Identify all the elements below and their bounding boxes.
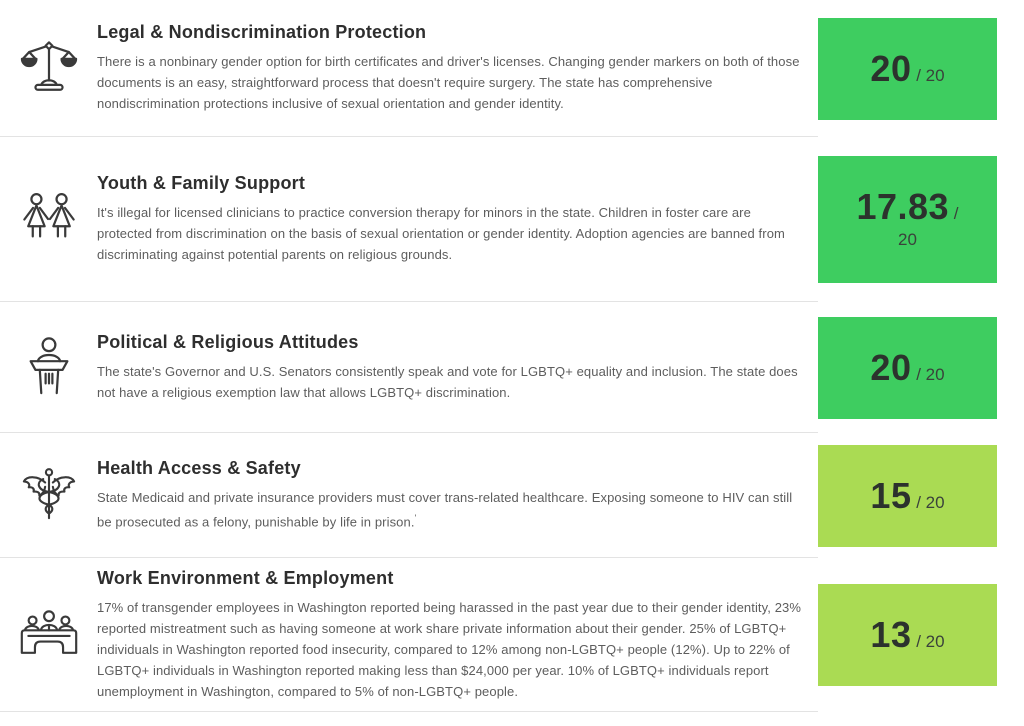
category-description: 17% of transgender employees in Washingt… <box>97 599 802 699</box>
score-box: 13 / 20 <box>818 584 997 686</box>
score-denominator: / 20 <box>916 632 945 651</box>
category-description: The state's Governor and U.S. Senators c… <box>97 363 798 400</box>
category-content: Political & Religious Attitudes The stat… <box>0 302 818 433</box>
category-content: Youth & Family Support It's illegal for … <box>0 137 818 302</box>
score-box: 17.83 / 20 <box>818 156 997 283</box>
score-box: 20 / 20 <box>818 17 997 120</box>
category-icon-cell <box>0 608 97 662</box>
category-description: There is a nonbinary gender option for b… <box>97 54 800 111</box>
podium-speaker-icon <box>29 337 68 395</box>
score-cell: 15 / 20 <box>818 433 1024 558</box>
category-icon-cell <box>0 39 97 97</box>
category-row-political-religious: Political & Religious Attitudes The stat… <box>0 302 1024 433</box>
meeting-table-icon <box>20 609 77 654</box>
score-denominator: / 20 <box>916 492 945 512</box>
score-value: 15 <box>870 474 912 516</box>
category-text: Youth & Family Support It's illegal for … <box>97 173 818 265</box>
category-text: Work Environment & Employment 17% of tra… <box>97 568 818 702</box>
score-box: 15 / 20 <box>818 444 997 547</box>
category-text: Political & Religious Attitudes The stat… <box>97 332 818 403</box>
score-value: 13 <box>870 614 912 655</box>
category-title: Youth & Family Support <box>97 173 306 193</box>
score-cell: 13 / 20 <box>818 558 1024 712</box>
score-cell: 17.83 / 20 <box>818 137 1024 302</box>
score-cell: 20 / 20 <box>818 0 1024 137</box>
category-icon-cell <box>0 336 97 398</box>
category-title: Legal & Nondiscrimination Protection <box>97 22 427 42</box>
scales-of-justice-icon <box>20 41 77 91</box>
category-text: Health Access & Safety State Medicaid an… <box>97 458 818 532</box>
score-cell: 20 / 20 <box>818 302 1024 433</box>
category-title: Health Access & Safety <box>97 457 301 478</box>
category-text: Legal & Nondiscrimination Protection The… <box>97 22 818 114</box>
score-value: 17.83 <box>856 186 950 227</box>
score-denominator: / 20 <box>898 204 959 249</box>
category-title: Political & Religious Attitudes <box>97 331 359 352</box>
score-box: 20 / 20 <box>818 316 997 419</box>
category-description: It's illegal for licensed clinicians to … <box>97 205 785 262</box>
score-denominator: / 20 <box>916 364 945 384</box>
category-content: Legal & Nondiscrimination Protection The… <box>0 0 818 137</box>
category-description: State Medicaid and private insurance pro… <box>97 489 793 530</box>
category-row-legal: Legal & Nondiscrimination Protection The… <box>0 0 1024 137</box>
footnote-marker: ' <box>414 512 417 523</box>
category-icon-cell <box>0 191 97 247</box>
caduceus-icon <box>22 468 75 520</box>
category-title: Work Environment & Employment <box>97 567 394 588</box>
category-icon-cell <box>0 467 97 523</box>
female-couple-icon <box>22 193 75 238</box>
category-row-youth-family: Youth & Family Support It's illegal for … <box>0 137 1024 302</box>
category-row-health: Health Access & Safety State Medicaid an… <box>0 433 1024 558</box>
score-value: 20 <box>870 346 912 388</box>
category-content: Health Access & Safety State Medicaid an… <box>0 433 818 558</box>
score-value: 20 <box>870 47 912 89</box>
category-row-work: Work Environment & Employment 17% of tra… <box>0 558 1024 712</box>
category-content: Work Environment & Employment 17% of tra… <box>0 558 818 712</box>
score-denominator: / 20 <box>916 65 945 85</box>
